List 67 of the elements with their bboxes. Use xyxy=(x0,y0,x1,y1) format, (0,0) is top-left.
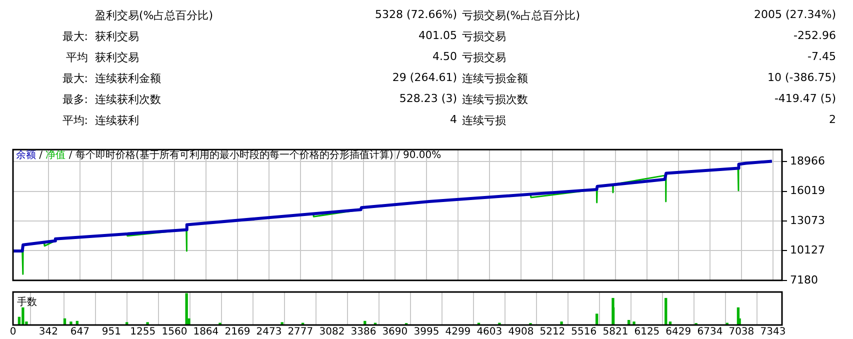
text: 盈利交易(%占总百分比) xyxy=(95,8,214,23)
y-tick-label: 7180 xyxy=(790,273,818,286)
text: 连续亏损次数 xyxy=(462,92,528,107)
text: 5328 (72.66%) xyxy=(374,8,457,21)
bar xyxy=(596,314,598,325)
bar xyxy=(146,322,149,325)
x-tick-label: 2169 xyxy=(224,326,250,338)
x-tick-label: 7038 xyxy=(728,326,754,338)
x-tick-label: 7343 xyxy=(760,326,786,338)
text: 最大: 获利交易 xyxy=(62,29,139,44)
x-tick-label: 4908 xyxy=(508,326,534,338)
x-tick-label: 1560 xyxy=(162,326,188,338)
text: 528.23 (3) xyxy=(399,92,457,105)
text: 最多: 连续获利次数 xyxy=(62,92,161,107)
text: -419.47 (5) xyxy=(774,92,836,105)
text: 4 xyxy=(450,113,457,126)
chart-subtitle: / 每个即时价格(基于所有可利用的最小时段的每一个价格的分形插值计算) / 90.00% xyxy=(68,150,442,161)
x-tick-label: 5516 xyxy=(571,326,597,338)
y-tick-label: 13073 xyxy=(790,214,825,227)
x-tick-label: 4299 xyxy=(445,326,471,338)
chart-title: 手数 xyxy=(17,296,37,309)
annotation: / xyxy=(39,150,43,161)
text: 4.50 xyxy=(432,50,457,63)
text: 401.05 xyxy=(418,29,457,42)
text: 净值 xyxy=(46,150,66,161)
text: 平均 获利交易 xyxy=(66,50,139,65)
x-tick-label: 2777 xyxy=(288,326,314,338)
text: -252.96 xyxy=(794,29,836,42)
x-tick-label: 6125 xyxy=(634,326,660,338)
x-tick-label: 1864 xyxy=(193,326,219,338)
x-tick-label: 1255 xyxy=(130,326,156,338)
text: 29 (264.61) xyxy=(392,71,457,84)
y-tick-label: 18966 xyxy=(790,154,825,168)
x-tick-label: 4603 xyxy=(476,326,502,338)
bar xyxy=(70,322,72,325)
y-tick-label: 16019 xyxy=(790,184,825,198)
text: 平均: 连续获利 xyxy=(62,113,139,128)
text: -7.45 xyxy=(808,50,836,63)
text: 2005 (27.34%) xyxy=(754,8,836,21)
x-tick-label: 342 xyxy=(38,326,58,338)
y-tick-label: 10127 xyxy=(790,244,825,257)
text: 亏损交易 xyxy=(462,50,506,65)
x-tick-label: 3082 xyxy=(319,326,345,338)
bar xyxy=(632,322,636,325)
x-tick-label: 0 xyxy=(10,326,16,338)
text: 10 (-386.75) xyxy=(767,71,836,84)
x-tick-label: 5212 xyxy=(540,326,566,338)
text: 连续亏损金额 xyxy=(462,71,528,86)
x-tick-label: 2473 xyxy=(256,326,282,338)
x-tick-label: 951 xyxy=(102,326,121,338)
x-tick-label: 3690 xyxy=(382,326,408,338)
x-tick-label: 5821 xyxy=(602,326,628,338)
text: 亏损交易(%占总百分比) xyxy=(462,8,580,23)
x-tick-label: 6429 xyxy=(666,326,692,338)
x-tick-label: 3995 xyxy=(414,326,440,338)
text: 2 xyxy=(829,113,836,126)
text: 连续亏损 xyxy=(462,113,506,128)
text: 余额 xyxy=(16,150,36,161)
text: 亏损交易 xyxy=(462,29,506,44)
x-tick-label: 3386 xyxy=(350,326,376,338)
text: 最大: 连续获利金额 xyxy=(62,71,161,86)
x-tick-label: 647 xyxy=(70,326,90,338)
bar xyxy=(560,322,563,325)
bar xyxy=(185,293,188,325)
x-tick-label: 6734 xyxy=(697,326,723,338)
bar xyxy=(22,307,24,325)
bar xyxy=(664,298,668,325)
